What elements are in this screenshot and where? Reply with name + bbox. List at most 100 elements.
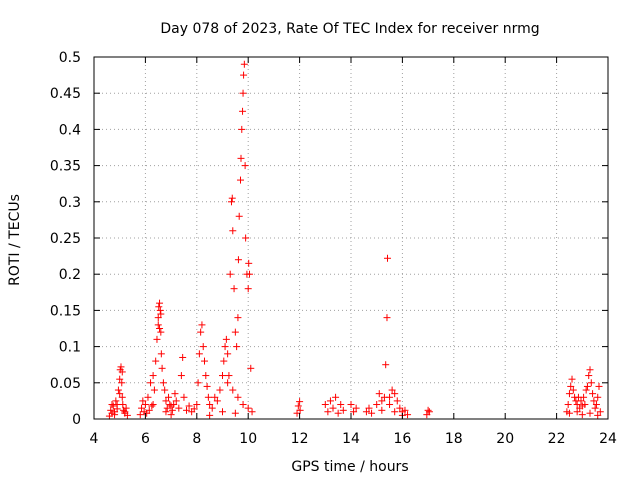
data-point bbox=[241, 162, 249, 170]
data-point bbox=[350, 408, 358, 416]
x-tick-label: 10 bbox=[239, 431, 257, 447]
data-point bbox=[383, 254, 391, 262]
y-tick-label: 0.4 bbox=[59, 122, 81, 138]
data-point bbox=[199, 343, 207, 351]
data-point bbox=[230, 285, 238, 293]
data-point bbox=[121, 408, 129, 416]
data-point bbox=[153, 335, 161, 343]
data-point bbox=[171, 390, 179, 398]
data-point bbox=[109, 402, 117, 410]
data-point bbox=[114, 386, 122, 394]
data-point bbox=[326, 397, 334, 405]
y-tick-labels: 0 0.05 0.1 0.15 0.2 0.25 0.3 0.35 0.4 0.45 0.5 bbox=[50, 50, 81, 428]
data-point bbox=[118, 379, 126, 387]
data-point bbox=[148, 402, 156, 410]
data-point bbox=[240, 71, 248, 79]
data-point bbox=[362, 408, 370, 416]
y-tick-label: 0 bbox=[72, 412, 81, 428]
data-point bbox=[193, 401, 201, 409]
data-point bbox=[168, 406, 176, 414]
data-point bbox=[391, 408, 399, 416]
data-point bbox=[375, 390, 383, 398]
x-tick-label: 18 bbox=[445, 431, 463, 447]
data-point bbox=[155, 303, 163, 311]
data-point bbox=[294, 402, 302, 410]
data-point bbox=[185, 402, 193, 410]
data-point bbox=[404, 411, 412, 419]
x-tick-label: 24 bbox=[599, 431, 617, 447]
data-point bbox=[136, 411, 144, 419]
data-point bbox=[296, 406, 304, 414]
y-tick-label: 0.05 bbox=[50, 376, 81, 392]
data-point bbox=[144, 393, 152, 401]
data-point bbox=[234, 256, 242, 264]
data-point bbox=[161, 386, 169, 394]
data-point bbox=[147, 379, 155, 387]
data-point bbox=[216, 386, 224, 394]
data-point bbox=[118, 393, 126, 401]
data-point bbox=[401, 406, 409, 414]
data-point bbox=[116, 390, 124, 398]
x-tick-label: 20 bbox=[496, 431, 514, 447]
data-point bbox=[573, 408, 581, 416]
data-point bbox=[334, 409, 342, 417]
data-point bbox=[324, 408, 332, 416]
data-point bbox=[117, 363, 125, 371]
data-point bbox=[582, 386, 590, 394]
data-point bbox=[183, 406, 191, 414]
data-point bbox=[332, 393, 340, 401]
data-point bbox=[242, 234, 250, 242]
data-point bbox=[347, 401, 355, 409]
data-point bbox=[139, 397, 147, 405]
x-tick-label: 22 bbox=[548, 431, 566, 447]
data-point bbox=[206, 411, 214, 419]
y-tick-label: 0.45 bbox=[50, 86, 81, 102]
data-point bbox=[197, 328, 205, 336]
data-point bbox=[170, 401, 178, 409]
y-axis-label: ROTI / TECUs bbox=[7, 194, 23, 286]
data-point bbox=[386, 401, 394, 409]
data-point bbox=[149, 372, 157, 380]
data-point bbox=[150, 386, 158, 394]
data-point bbox=[208, 404, 216, 412]
axis-ticks bbox=[93, 56, 609, 420]
x-axis-label: GPS time / hours bbox=[291, 459, 408, 475]
data-point bbox=[221, 343, 229, 351]
data-point bbox=[224, 379, 232, 387]
data-point bbox=[240, 60, 248, 68]
data-point bbox=[596, 408, 604, 416]
x-tick-label: 16 bbox=[393, 431, 411, 447]
data-point bbox=[388, 386, 396, 394]
data-point bbox=[138, 404, 146, 412]
data-point bbox=[383, 314, 391, 322]
data-point bbox=[211, 393, 219, 401]
data-point bbox=[569, 386, 577, 394]
data-point bbox=[236, 176, 244, 184]
data-point bbox=[245, 270, 253, 278]
data-point bbox=[244, 404, 252, 412]
data-point bbox=[231, 328, 239, 336]
grid-lines bbox=[94, 57, 608, 419]
data-point bbox=[157, 328, 165, 336]
data-point bbox=[352, 404, 360, 412]
data-point bbox=[203, 382, 211, 390]
data-point bbox=[235, 212, 243, 220]
y-tick-label: 0.25 bbox=[50, 231, 81, 247]
data-point bbox=[581, 401, 589, 409]
data-point bbox=[239, 89, 247, 97]
x-tick-label: 4 bbox=[90, 431, 99, 447]
data-point bbox=[239, 107, 247, 115]
data-point bbox=[594, 411, 602, 419]
data-point bbox=[229, 386, 237, 394]
data-point bbox=[586, 409, 594, 417]
x-tick-labels: 4 6 8 10 12 14 16 18 20 22 24 bbox=[90, 431, 617, 447]
data-point bbox=[194, 379, 202, 387]
y-tick-label: 0.1 bbox=[59, 340, 81, 356]
data-point bbox=[568, 375, 576, 383]
data-point bbox=[239, 401, 247, 409]
data-point bbox=[145, 406, 153, 414]
data-point bbox=[586, 366, 594, 374]
x-tick-label: 8 bbox=[192, 431, 201, 447]
data-point bbox=[163, 404, 171, 412]
data-point bbox=[233, 343, 241, 351]
